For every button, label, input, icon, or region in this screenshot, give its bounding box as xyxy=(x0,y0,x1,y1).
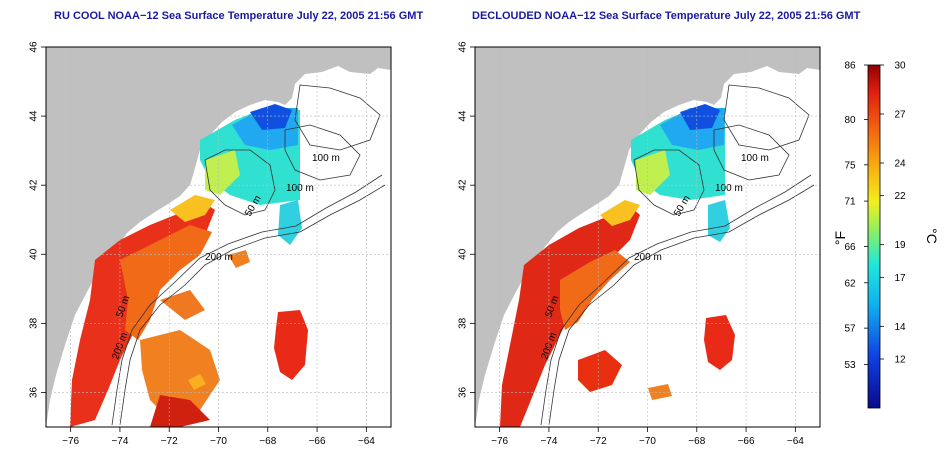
x-tick-label: −66 xyxy=(309,436,326,447)
x-tick-label: −64 xyxy=(787,436,804,447)
fahrenheit-tick-label: 86 xyxy=(844,61,856,72)
celsius-tick-label: 14 xyxy=(894,322,906,333)
grid-lines xyxy=(475,47,820,427)
colorbar-gradient xyxy=(867,64,881,409)
fahrenheit-unit-label: °F xyxy=(832,231,848,245)
contour-label: 100 m xyxy=(286,183,314,194)
celsius-tick-label: 27 xyxy=(894,110,906,121)
land-mass xyxy=(46,47,391,427)
celsius-tick-label: 17 xyxy=(894,273,906,284)
y-tick-label: 44 xyxy=(458,110,469,122)
x-tick-label: −66 xyxy=(738,436,755,447)
fahrenheit-tick-label: 66 xyxy=(844,242,856,253)
y-tick-label: 44 xyxy=(29,110,40,122)
x-tick-label: −68 xyxy=(688,436,705,447)
x-tick-label: −70 xyxy=(210,436,227,447)
y-tick-label: 46 xyxy=(29,41,40,53)
celsius-tick-label: 24 xyxy=(894,159,906,170)
fahrenheit-tick-label: 71 xyxy=(844,197,856,208)
x-tick-label: −70 xyxy=(639,436,656,447)
left-panel-title: RU COOL NOAA−12 Sea Surface Temperature … xyxy=(54,10,424,22)
fahrenheit-tick-label: 53 xyxy=(844,360,856,371)
land-mass xyxy=(475,47,820,427)
colorbar: 30 27 24 22 19 17 14 12 86 80 75 71 66 62 57 53 °F °C xyxy=(832,61,940,409)
y-tick-label: 42 xyxy=(458,179,469,191)
right-panel-title: DECLOUDED NOAA−12 Sea Surface Temperatur… xyxy=(472,10,861,22)
y-tick-label: 38 xyxy=(29,317,40,329)
fahrenheit-tick-label: 75 xyxy=(844,160,856,171)
fahrenheit-tick-label: 80 xyxy=(844,115,856,126)
y-tick-label: 36 xyxy=(458,386,469,398)
celsius-unit-label: °C xyxy=(924,228,940,244)
x-tick-label: −76 xyxy=(62,436,79,447)
left-sst-map: 100 m 100 m 50 m 200 m 50 m 200 m −76 −74… xyxy=(29,41,392,447)
y-tick-label: 40 xyxy=(29,248,40,260)
fahrenheit-tick-label: 62 xyxy=(844,278,856,289)
celsius-tick-label: 22 xyxy=(894,191,906,202)
fahrenheit-tick-label: 57 xyxy=(844,324,856,335)
axis-ticks: −76 −74 −72 −70 −68 −66 −64 36 38 40 42 44 46 xyxy=(29,41,376,447)
right-sst-map: 100 m 100 m 50 m 200 m 50 m 200 m −76 −74… xyxy=(458,41,821,447)
x-tick-label: −72 xyxy=(590,436,607,447)
x-tick-label: −74 xyxy=(111,436,128,447)
x-tick-label: −74 xyxy=(540,436,557,447)
axis-ticks: −76 −74 −72 −70 −68 −66 −64 36 38 40 42 44 46 xyxy=(458,41,805,447)
colorbar-ticks: 30 27 24 22 19 17 14 12 86 80 75 71 66 62 57 53 xyxy=(844,61,906,371)
celsius-tick-label: 30 xyxy=(894,61,906,72)
y-tick-label: 38 xyxy=(458,317,469,329)
contour-label: 200 m xyxy=(634,252,662,263)
y-tick-label: 46 xyxy=(458,41,469,53)
x-tick-label: −64 xyxy=(358,436,375,447)
y-tick-label: 42 xyxy=(29,179,40,191)
celsius-tick-label: 19 xyxy=(894,240,906,251)
x-tick-label: −76 xyxy=(491,436,508,447)
bathymetry-contours xyxy=(111,84,386,426)
grid-lines xyxy=(46,47,391,427)
sst-field xyxy=(70,104,308,427)
contour-label: 100 m xyxy=(312,153,340,164)
x-tick-label: −68 xyxy=(259,436,276,447)
x-tick-label: −72 xyxy=(161,436,178,447)
contour-label: 200 m xyxy=(205,252,233,263)
bathymetry-contours xyxy=(540,84,815,426)
y-tick-label: 36 xyxy=(29,386,40,398)
contour-label: 100 m xyxy=(741,153,769,164)
celsius-tick-label: 12 xyxy=(894,355,906,366)
y-tick-label: 40 xyxy=(458,248,469,260)
contour-label: 100 m xyxy=(715,183,743,194)
